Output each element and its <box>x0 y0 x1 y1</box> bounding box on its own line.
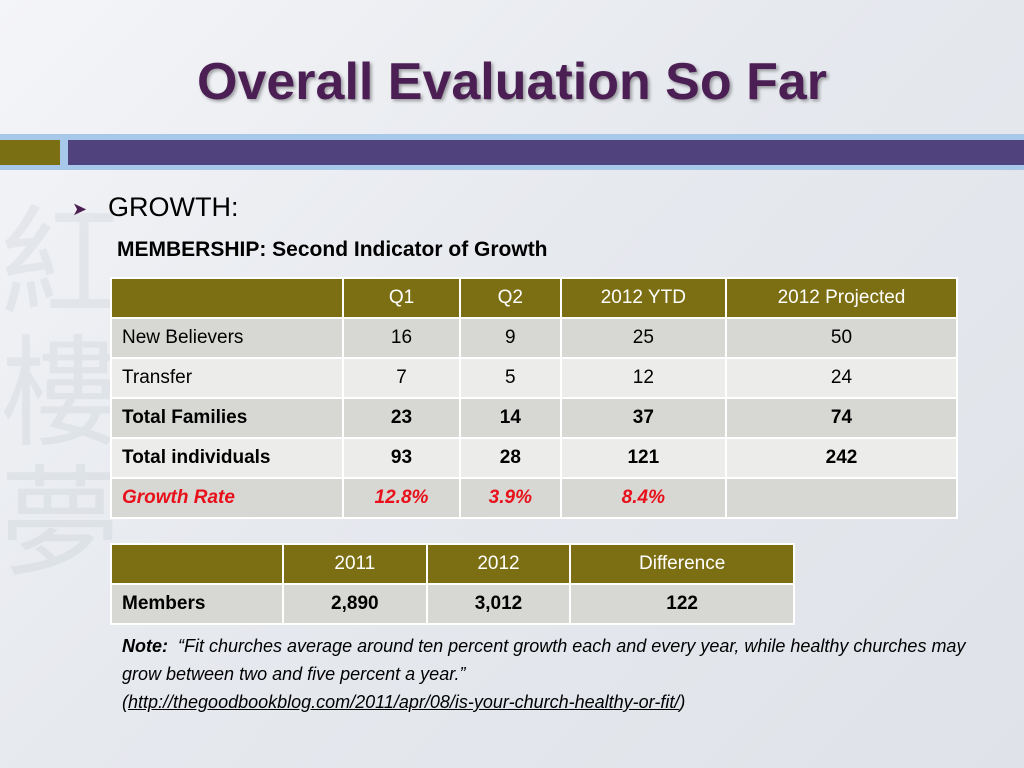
table-cell: 28 <box>458 437 562 479</box>
table-cell: 9 <box>458 317 562 359</box>
note-label: Note: <box>122 636 168 656</box>
slide-title: Overall Evaluation So Far <box>197 53 827 111</box>
row-label: New Believers <box>110 317 344 359</box>
table-cell <box>724 477 959 519</box>
note-quote: “Fit churches average around ten percent… <box>122 636 966 684</box>
table-cell: 7 <box>342 357 461 399</box>
row-label: Members <box>110 583 284 625</box>
source-link[interactable]: http://thegoodbookblog.com/2011/apr/08/i… <box>128 692 680 712</box>
header-cell: Q2 <box>458 277 562 319</box>
chevron-right-icon: ➤ <box>72 199 88 219</box>
table-cell: 3.9% <box>458 477 562 519</box>
header-cell <box>110 543 284 585</box>
note-paragraph: Note: “Fit churches average around ten p… <box>122 632 982 716</box>
row-label: Total individuals <box>110 437 344 479</box>
header-cell: Q1 <box>342 277 461 319</box>
divider-purple-bar <box>68 140 1024 165</box>
background-watermark: 紅樓夢 <box>0 195 120 594</box>
table-cell: 14 <box>458 397 562 439</box>
table-cell: 121 <box>559 437 727 479</box>
row-label: Total Families <box>110 397 344 439</box>
growth-rate-row: Growth Rate 12.8% 3.9% 8.4% <box>110 477 959 519</box>
header-cell <box>110 277 344 319</box>
table-cell: 37 <box>559 397 727 439</box>
divider-olive-block <box>0 140 60 165</box>
bullet-growth: GROWTH: <box>108 192 239 222</box>
members-comparison-table: 2011 2012 Difference Members 2,890 3,012… <box>110 543 795 625</box>
header-cell: 2012 YTD <box>559 277 727 319</box>
table-row: Transfer 7 5 12 24 <box>110 357 959 399</box>
table-cell: 3,012 <box>425 583 572 625</box>
table-cell: 122 <box>569 583 795 625</box>
table-cell: 12 <box>559 357 727 399</box>
membership-growth-table: Q1 Q2 2012 YTD 2012 Projected New Believ… <box>110 277 959 519</box>
table-cell: 23 <box>342 397 461 439</box>
row-label: Growth Rate <box>110 477 344 519</box>
table-row: Total individuals 93 28 121 242 <box>110 437 959 479</box>
table-row: New Believers 16 9 25 50 <box>110 317 959 359</box>
table-cell: 74 <box>724 397 959 439</box>
table-cell: 8.4% <box>559 477 727 519</box>
table-cell: 25 <box>559 317 727 359</box>
row-label: Transfer <box>110 357 344 399</box>
header-cell: 2012 <box>425 543 572 585</box>
table-cell: 12.8% <box>342 477 461 519</box>
table-cell: 5 <box>458 357 562 399</box>
note-close-paren: ) <box>679 692 686 712</box>
header-cell: 2011 <box>282 543 428 585</box>
table-cell: 50 <box>724 317 959 359</box>
table-cell: 16 <box>342 317 461 359</box>
table-row: Members 2,890 3,012 122 <box>110 583 795 625</box>
table-cell: 93 <box>342 437 461 479</box>
table-cell: 24 <box>724 357 959 399</box>
membership-subheading: MEMBERSHIP: Second Indicator of Growth <box>117 238 548 261</box>
table-cell: 242 <box>724 437 959 479</box>
header-cell: Difference <box>569 543 795 585</box>
table-row: Total Families 23 14 37 74 <box>110 397 959 439</box>
table-header-row: 2011 2012 Difference <box>110 543 795 585</box>
table-header-row: Q1 Q2 2012 YTD 2012 Projected <box>110 277 959 319</box>
table-cell: 2,890 <box>282 583 428 625</box>
header-cell: 2012 Projected <box>724 277 959 319</box>
note-open-paren: ( <box>122 692 128 712</box>
